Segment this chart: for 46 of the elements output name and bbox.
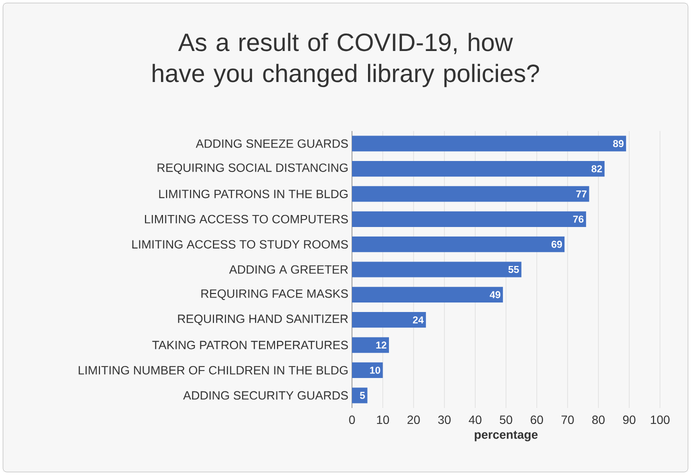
y-tick-label: REQUIRING HAND SANITIZER [178, 314, 348, 326]
y-tick-label: LIMITING NUMBER OF CHILDREN IN THE BLDG [78, 366, 348, 374]
bar [352, 211, 586, 227]
bar [352, 136, 626, 152]
bar [352, 312, 426, 328]
data-label: 12 [376, 342, 386, 349]
data-label: 10 [370, 366, 380, 374]
bar [352, 388, 368, 404]
y-tick-label: ADDING SNEEZE GUARDS [196, 139, 348, 148]
y-tick-label: REQUIRING SOCIAL DISTANCING [158, 163, 348, 174]
bar [352, 236, 565, 252]
data-label: 49 [490, 291, 500, 298]
x-tick-label: 20 [408, 416, 420, 424]
x-tick-label: 70 [562, 416, 574, 424]
bar [352, 337, 389, 353]
y-tick-label: LIMITING PATRONS IN THE BLDG [159, 190, 348, 198]
bar [352, 160, 605, 177]
data-label: 77 [576, 190, 587, 198]
x-tick-label: 0 [349, 416, 355, 424]
x-tick-label: 100 [650, 416, 670, 424]
y-tick-label: TAKING PATRON TEMPERATURES [152, 340, 348, 350]
x-tick-label: 40 [468, 416, 482, 424]
y-tick-label: LIMITING ACCESS TO COMPUTERS [144, 214, 348, 224]
bar [352, 286, 503, 302]
x-axis-title: percentage [474, 430, 538, 442]
data-label: 69 [552, 240, 562, 248]
data-label: 5 [360, 392, 365, 399]
data-label: 55 [508, 266, 519, 273]
x-tick-label: 50 [500, 416, 512, 424]
data-label: 24 [412, 316, 424, 324]
bar [352, 262, 522, 278]
y-tick-label: ADDING A GREETER [229, 265, 348, 274]
bar [352, 362, 383, 378]
x-tick-label: 10 [377, 416, 390, 424]
x-tick-label: 80 [592, 416, 605, 424]
data-label: 82 [592, 165, 602, 172]
data-label: 89 [613, 140, 624, 148]
y-tick-label: ADDING SECURITY GUARDS [183, 391, 348, 400]
bar [352, 186, 590, 202]
x-tick-label: 60 [530, 416, 544, 424]
y-tick-label: REQUIRING FACE MASKS [201, 289, 348, 300]
x-tick-label: 30 [438, 416, 451, 424]
chart-title: As a result of COVID-19, how have you changed library policies? [152, 32, 540, 88]
y-tick-label: LIMITING ACCESS TO STUDY ROOMS [132, 240, 348, 249]
data-label: 76 [573, 216, 584, 223]
x-tick-label: 90 [623, 416, 636, 424]
